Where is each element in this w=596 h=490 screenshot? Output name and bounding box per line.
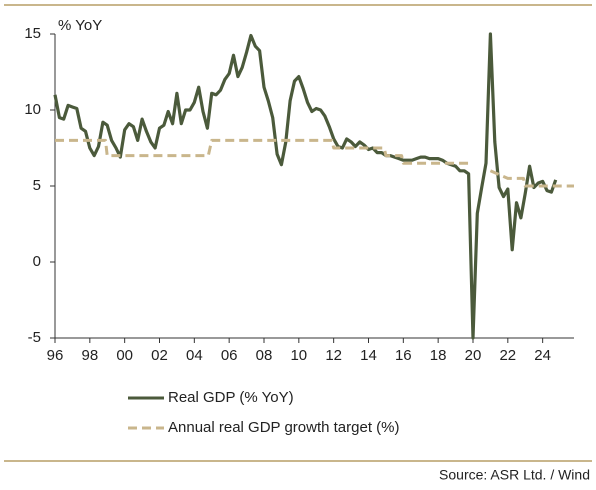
x-tick-label: 14: [360, 347, 377, 364]
y-axis-label: % YoY: [58, 17, 102, 34]
legend-label: Annual real GDP growth target (%): [168, 419, 400, 436]
x-tick-label: 16: [395, 347, 412, 364]
y-tick-label: 10: [24, 101, 41, 118]
x-tick-label: 02: [151, 347, 168, 364]
y-tick-label: 15: [24, 25, 41, 42]
x-tick-label: 08: [256, 347, 273, 364]
source: Source: ASR Ltd. / Wind: [439, 467, 590, 483]
y-tick-label: 5: [33, 177, 41, 194]
x-tick-label: 96: [47, 347, 64, 364]
series-line: [53, 32, 558, 340]
x-tick-label: 10: [290, 347, 307, 364]
x-tick-label: 18: [430, 347, 447, 364]
x-tick-label: 04: [186, 347, 203, 364]
x-tick-label: 98: [81, 347, 98, 364]
x-tick-label: 24: [534, 347, 551, 364]
legend-label: Real GDP (% YoY): [168, 389, 294, 406]
x-tick-label: 06: [221, 347, 238, 364]
x-tick-label: 22: [499, 347, 516, 364]
series-line: [55, 138, 574, 188]
x-tick-label: 00: [116, 347, 133, 364]
y-tick-label: 0: [33, 253, 41, 270]
x-tick-label: 12: [325, 347, 342, 364]
x-tick-label: 20: [465, 347, 482, 364]
y-tick-label: -5: [28, 329, 41, 346]
